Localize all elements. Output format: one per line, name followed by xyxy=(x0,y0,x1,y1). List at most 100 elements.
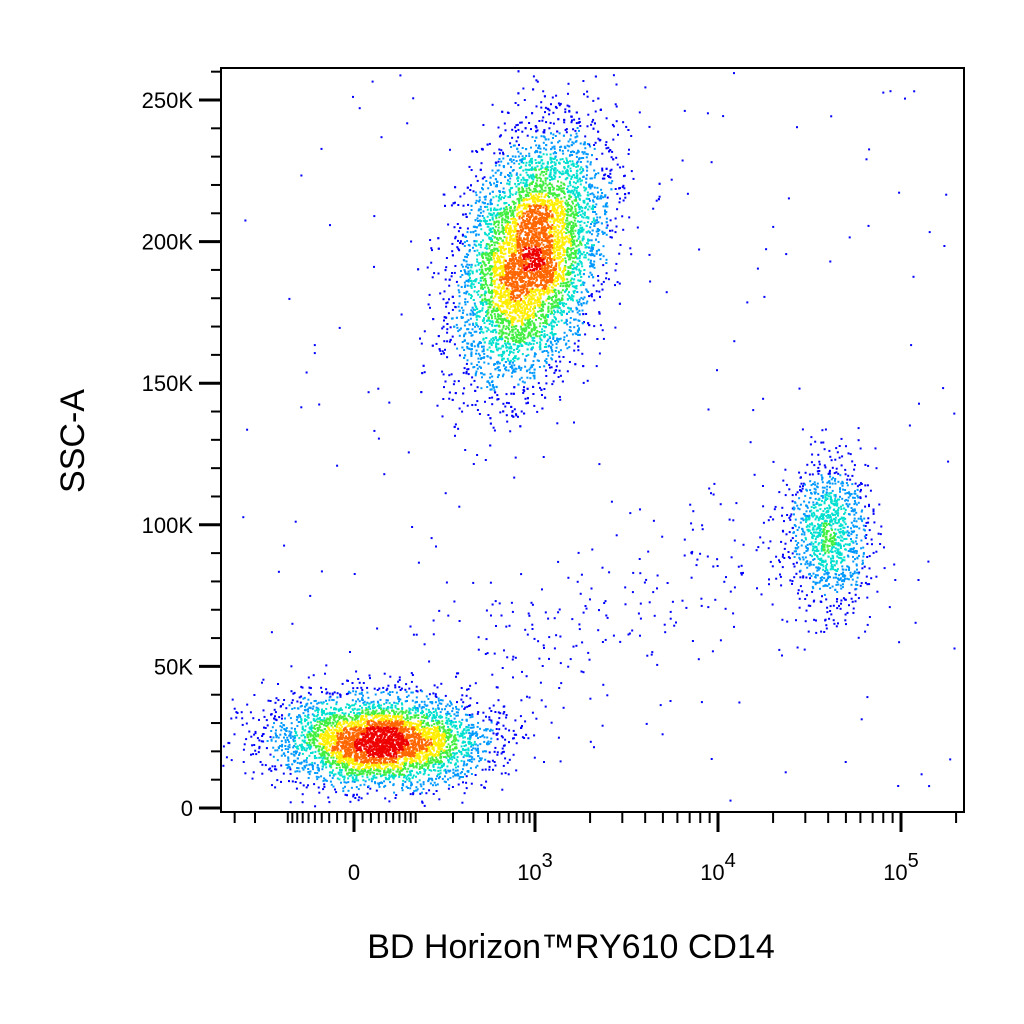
event-point xyxy=(307,768,310,770)
event-point xyxy=(864,529,866,532)
event-point xyxy=(276,779,279,782)
event-point xyxy=(778,561,781,563)
event-point xyxy=(470,782,473,785)
event-point xyxy=(296,761,299,764)
event-point xyxy=(586,160,589,163)
event-point xyxy=(586,202,589,205)
event-point xyxy=(421,706,424,708)
event-point xyxy=(443,386,445,389)
event-point xyxy=(472,581,475,584)
event-point xyxy=(483,729,486,732)
event-point xyxy=(630,135,633,137)
event-point xyxy=(824,619,827,622)
event-point xyxy=(830,557,832,560)
event-point xyxy=(854,525,857,528)
event-point xyxy=(266,740,269,742)
event-point xyxy=(489,199,492,202)
event-point xyxy=(331,698,334,701)
event-point xyxy=(818,581,821,584)
event-point xyxy=(602,280,605,283)
event-point xyxy=(461,265,464,268)
event-point xyxy=(799,485,802,488)
event-point xyxy=(655,199,658,202)
event-point xyxy=(476,744,479,747)
event-point xyxy=(357,779,360,782)
event-point xyxy=(387,684,390,687)
event-point xyxy=(838,498,841,501)
event-point xyxy=(470,351,473,354)
event-point xyxy=(302,712,305,715)
event-point xyxy=(516,123,519,126)
event-point xyxy=(597,241,600,243)
event-point xyxy=(478,365,481,368)
event-point xyxy=(312,718,315,720)
event-point xyxy=(849,571,852,574)
event-point xyxy=(315,756,318,759)
event-point xyxy=(271,765,274,768)
event-point xyxy=(863,535,866,538)
event-point xyxy=(394,684,397,687)
event-point xyxy=(579,177,581,180)
event-point xyxy=(848,543,851,546)
event-point xyxy=(298,737,301,740)
event-point xyxy=(575,152,578,155)
event-point xyxy=(285,727,288,730)
event-point xyxy=(533,352,536,355)
event-point xyxy=(576,301,579,304)
event-point xyxy=(550,157,553,160)
event-point xyxy=(398,686,401,689)
event-point xyxy=(333,711,336,714)
event-point xyxy=(841,531,844,534)
event-point xyxy=(853,550,856,553)
event-point xyxy=(394,705,397,707)
event-point xyxy=(842,529,845,532)
event-point xyxy=(732,612,735,615)
event-point xyxy=(853,509,856,512)
event-point xyxy=(815,566,818,569)
event-point xyxy=(605,226,608,229)
event-point xyxy=(565,171,568,174)
event-point xyxy=(802,519,805,522)
event-point xyxy=(456,756,459,759)
event-point xyxy=(479,759,482,761)
event-point xyxy=(303,747,306,750)
event-point xyxy=(530,348,533,351)
event-point xyxy=(580,296,583,299)
event-point xyxy=(780,540,783,543)
event-point xyxy=(638,558,641,560)
event-point xyxy=(543,388,546,390)
event-point xyxy=(296,777,299,780)
event-point xyxy=(446,356,449,359)
event-point xyxy=(455,714,458,717)
event-point xyxy=(488,342,491,345)
event-point xyxy=(838,456,841,459)
event-point xyxy=(554,350,557,352)
event-point xyxy=(304,718,306,721)
event-point xyxy=(706,112,709,115)
event-point xyxy=(592,207,594,210)
event-point xyxy=(445,302,448,305)
event-point xyxy=(543,350,546,352)
event-point xyxy=(461,801,464,804)
event-point xyxy=(501,110,504,113)
event-point xyxy=(469,726,472,729)
event-point xyxy=(567,306,570,309)
event-point xyxy=(823,573,826,576)
event-point xyxy=(486,728,489,731)
event-point xyxy=(844,468,847,471)
event-point xyxy=(312,768,314,771)
event-point xyxy=(808,525,811,528)
event-point xyxy=(416,710,419,713)
event-point xyxy=(585,156,588,159)
event-point xyxy=(802,558,805,561)
event-point xyxy=(832,568,835,571)
event-point xyxy=(839,584,842,587)
event-point xyxy=(347,703,350,706)
event-point xyxy=(601,329,604,332)
event-point xyxy=(822,565,825,568)
event-point xyxy=(445,266,448,269)
event-point xyxy=(830,459,833,462)
event-point xyxy=(500,149,503,152)
event-point xyxy=(347,781,350,784)
event-point xyxy=(862,546,865,549)
